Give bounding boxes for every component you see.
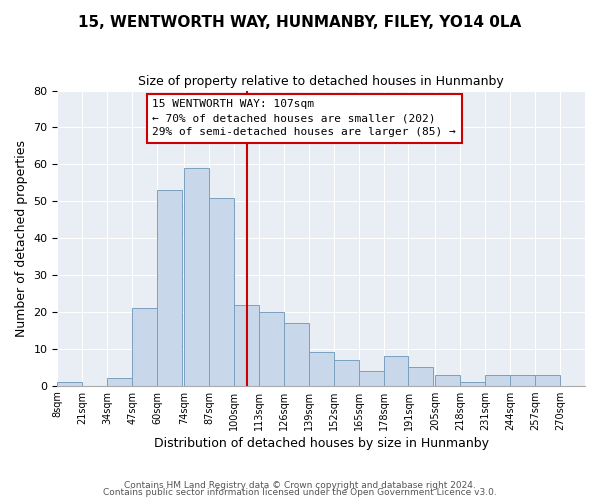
Y-axis label: Number of detached properties: Number of detached properties: [15, 140, 28, 336]
Bar: [535, 374, 560, 386]
Text: Contains HM Land Registry data © Crown copyright and database right 2024.: Contains HM Land Registry data © Crown c…: [124, 480, 476, 490]
Text: 15 WENTWORTH WAY: 107sqm
← 70% of detached houses are smaller (202)
29% of semi-: 15 WENTWORTH WAY: 107sqm ← 70% of detach…: [152, 100, 456, 138]
Bar: [309, 352, 334, 386]
Bar: [259, 312, 284, 386]
X-axis label: Distribution of detached houses by size in Hunmanby: Distribution of detached houses by size …: [154, 437, 489, 450]
Bar: [359, 371, 383, 386]
Bar: [184, 168, 209, 386]
Bar: [510, 374, 535, 386]
Bar: [460, 382, 485, 386]
Bar: [409, 367, 433, 386]
Bar: [284, 323, 309, 386]
Bar: [132, 308, 157, 386]
Bar: [157, 190, 182, 386]
Bar: [383, 356, 409, 386]
Bar: [334, 360, 359, 386]
Bar: [107, 378, 132, 386]
Bar: [485, 374, 510, 386]
Bar: [234, 304, 259, 386]
Bar: [58, 382, 82, 386]
Text: 15, WENTWORTH WAY, HUNMANBY, FILEY, YO14 0LA: 15, WENTWORTH WAY, HUNMANBY, FILEY, YO14…: [79, 15, 521, 30]
Title: Size of property relative to detached houses in Hunmanby: Size of property relative to detached ho…: [139, 75, 504, 88]
Text: Contains public sector information licensed under the Open Government Licence v3: Contains public sector information licen…: [103, 488, 497, 497]
Bar: [209, 198, 234, 386]
Bar: [436, 374, 460, 386]
